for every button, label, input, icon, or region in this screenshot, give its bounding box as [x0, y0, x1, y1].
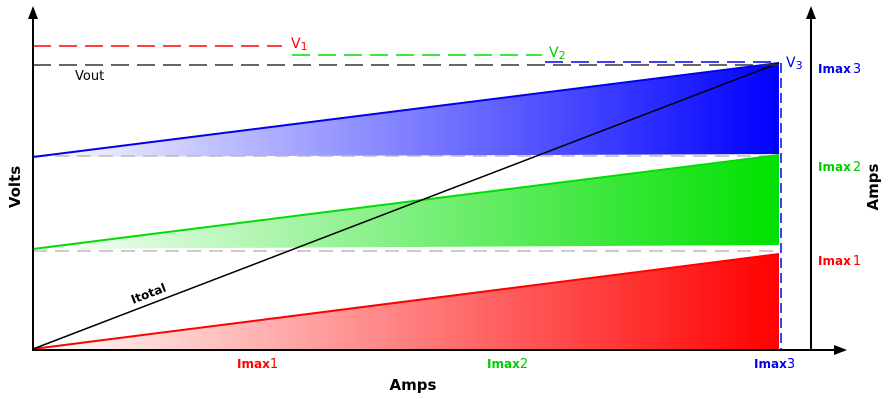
imax3-right-label: Imax 3 — [818, 62, 861, 77]
itotal-label: Itotal — [129, 281, 168, 307]
green-line — [32, 154, 780, 250]
itotal-line — [32, 62, 780, 350]
imax1-x-label: Imax1 — [237, 357, 278, 372]
x-axis-arrow — [834, 345, 847, 355]
red-line — [32, 253, 780, 350]
x-axis-title: Amps — [390, 376, 437, 394]
y-axis-left-title: Volts — [6, 166, 24, 208]
imax2-x-label: Imax2 — [487, 357, 528, 372]
right-y-axis-arrow — [806, 6, 816, 19]
blue-line — [32, 62, 780, 158]
y-axis-right-title: Amps — [864, 163, 882, 210]
vout-label: Vout — [75, 69, 104, 84]
imax1-right-label: Imax 1 — [818, 254, 861, 269]
left-y-axis-arrow — [28, 6, 38, 19]
v2-label: V2 — [549, 45, 566, 62]
imax2-right-label: Imax 2 — [818, 160, 861, 175]
imax3-x-label: Imax3 — [754, 357, 795, 372]
v1-label: V1 — [291, 36, 308, 53]
v3-label: V3 — [786, 55, 803, 72]
